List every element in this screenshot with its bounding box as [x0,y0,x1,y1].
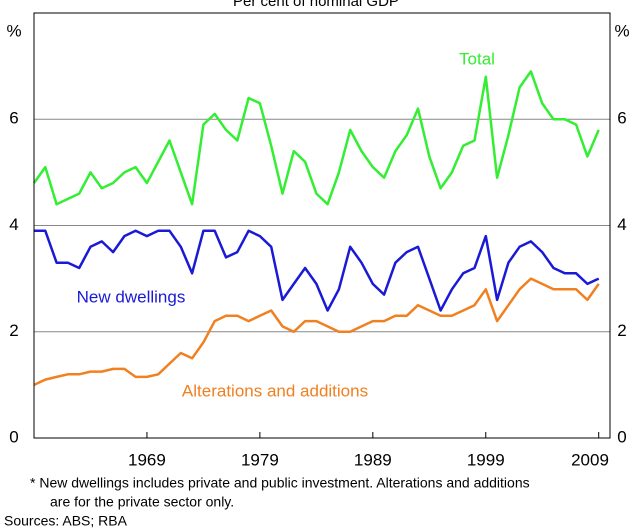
y2-tick-label: 2 [617,321,626,340]
series-label: New dwellings [77,287,186,306]
y-tick-label: 2 [9,321,18,340]
x-tick-label: 1989 [354,450,392,469]
x-tick-label: 1999 [467,450,505,469]
y2-tick-label: 0 [617,427,626,446]
y-tick-label: 4 [9,215,18,234]
series-line [34,229,600,312]
y-tick-label: 0 [9,427,18,446]
x-tick-label: 1969 [128,450,166,469]
series-label: Total [459,49,495,68]
x-tick-label: 1979 [241,450,279,469]
sources: Sources: ABS; RBA [4,513,128,529]
chart-subtitle: Per cent of nominal GDP [233,0,399,10]
footnote: are for the private sector only. [50,494,234,510]
y2-tick-label: 6 [617,109,626,128]
y2-axis-label: % [614,21,629,40]
series-line [32,70,600,206]
series-line [33,277,600,387]
y-tick-label: 6 [9,109,18,128]
series-label: Alterations and additions [182,381,368,400]
plot-frame [33,12,611,439]
y2-tick-label: 4 [617,215,626,234]
footnote: * New dwellings includes private and pub… [30,475,530,491]
x-tick-label: 2009 [571,450,609,469]
y-axis-label: % [6,21,21,40]
